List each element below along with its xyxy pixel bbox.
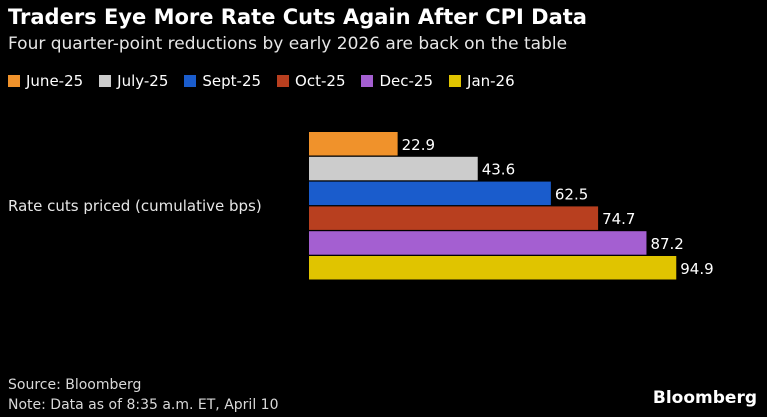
data-label-dec-25: 87.2 [650,235,683,253]
legend-item-dec-25: Dec-25 [361,72,433,90]
legend: June-25 July-25 Sept-25 Oct-25 Dec-25 Jan-26 [8,72,515,90]
legend-label: Oct-25 [295,72,346,90]
legend-item-july-25: July-25 [99,72,168,90]
legend-item-jan-26: Jan-26 [449,72,515,90]
chart-subtitle: Four quarter-point reductions by early 2… [8,34,568,54]
bloomberg-logo: Bloomberg [652,388,757,408]
data-label-june-25: 22.9 [402,136,435,154]
note-text: Note: Data as of 8:35 a.m. ET, April 10 [8,397,279,413]
category-label: Rate cuts priced (cumulative bps) [8,197,262,215]
legend-swatch [99,75,112,87]
chart-title: Traders Eye More Rate Cuts Again After C… [8,5,587,29]
legend-swatch [277,75,290,87]
legend-label: June-25 [26,72,84,90]
bar-june-25 [309,132,398,156]
legend-swatch [449,75,462,87]
legend-item-june-25: June-25 [8,72,83,90]
data-label-jan-26: 94.9 [680,260,713,278]
legend-swatch [8,75,20,87]
bar-july-25 [309,156,478,181]
data-label-oct-25: 74.7 [602,210,635,228]
legend-swatch [361,75,374,87]
legend-item-sept-25: Sept-25 [184,72,261,90]
bar-jan-26 [309,256,677,280]
bar-sept-25 [309,181,551,206]
legend-label: Sept-25 [202,72,262,90]
bar-dec-25 [309,231,647,255]
data-label-july-25: 43.6 [482,161,515,179]
legend-label: July-25 [117,72,169,90]
legend-item-oct-25: Oct-25 [277,72,345,90]
source-text: Source: Bloomberg [8,377,142,393]
legend-label: Dec-25 [379,72,434,90]
legend-swatch [184,75,197,87]
bar-oct-25 [309,206,599,230]
source-note: Source: Bloomberg Note: Data as of 8:35 … [8,375,278,415]
legend-label: Jan-26 [467,72,515,90]
data-label-sept-25: 62.5 [555,185,588,203]
